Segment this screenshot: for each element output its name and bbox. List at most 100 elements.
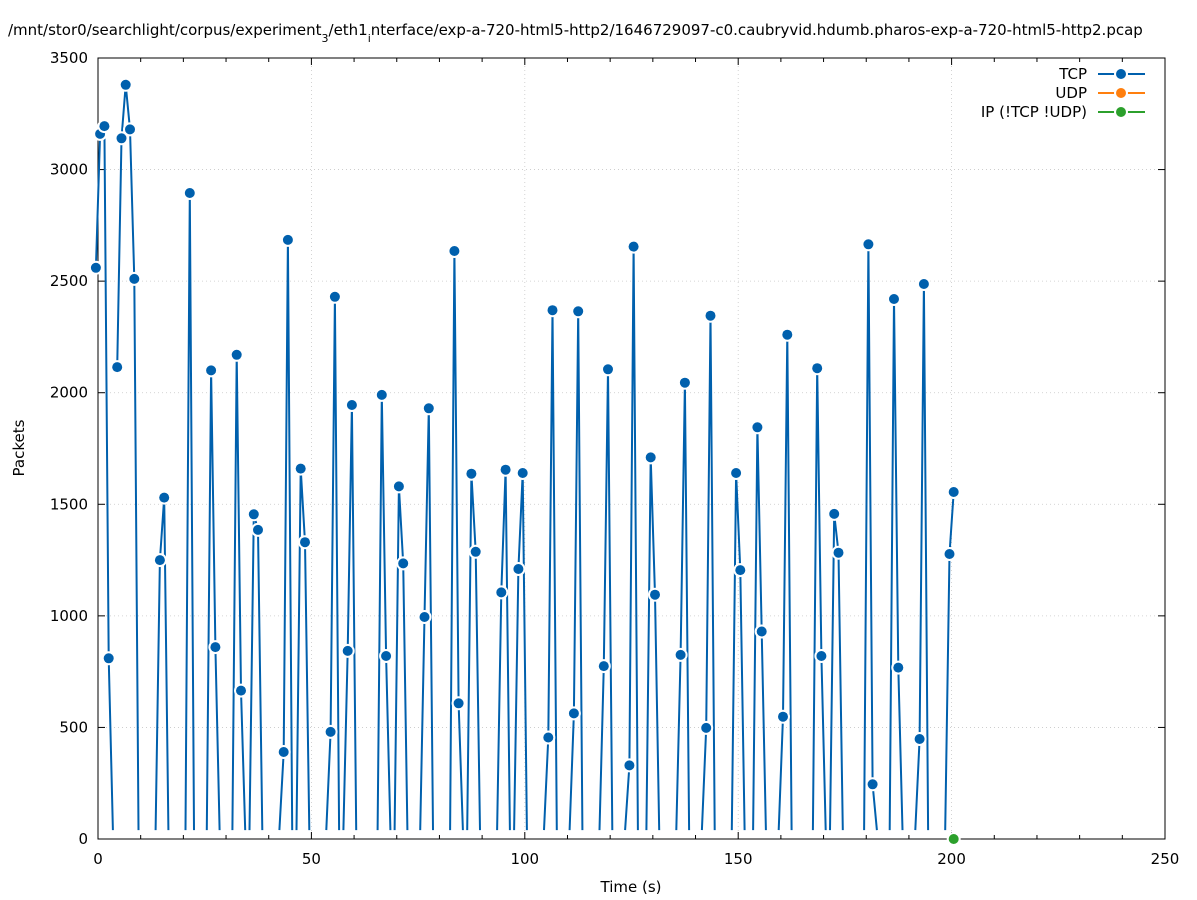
series-line <box>154 496 170 831</box>
series-line <box>116 83 140 831</box>
data-point <box>206 365 217 376</box>
legend-label: TCP <box>1058 65 1087 83</box>
x-tick-label: 50 <box>302 850 321 868</box>
data-point <box>752 422 763 433</box>
legend-marker <box>1116 107 1126 117</box>
data-point <box>705 310 716 321</box>
data-point <box>125 124 135 135</box>
x-tick-label: 150 <box>724 850 753 868</box>
series-line <box>645 456 661 831</box>
data-point <box>756 626 767 637</box>
series-line <box>248 513 264 831</box>
series-line <box>325 295 341 831</box>
data-point <box>116 133 127 144</box>
data-point <box>99 121 110 132</box>
data-point <box>573 306 584 317</box>
data-point <box>453 698 464 709</box>
x-axis-label: Time (s) <box>600 878 662 896</box>
data-point <box>948 487 959 497</box>
legend-label: UDP <box>1055 84 1087 102</box>
data-point <box>120 79 131 90</box>
series-line <box>863 243 878 831</box>
data-point <box>159 492 170 503</box>
data-point <box>90 262 101 273</box>
data-point <box>547 305 558 316</box>
data-point <box>863 239 874 250</box>
legend-label: IP (!TCP !UDP) <box>981 103 1087 121</box>
legend-marker <box>1116 88 1126 98</box>
data-point <box>295 463 306 474</box>
legend-entry: TCP <box>1058 65 1145 83</box>
y-tick-label: 2500 <box>50 272 88 290</box>
data-point <box>500 464 511 475</box>
series-0 <box>88 77 961 831</box>
series-line <box>811 367 827 831</box>
title-sub-2: i <box>368 32 371 45</box>
data-point <box>650 589 660 600</box>
legend-marker <box>1116 69 1126 79</box>
plot-border <box>97 57 1166 840</box>
data-point <box>236 685 246 696</box>
data-point <box>381 651 392 661</box>
data-point <box>944 549 955 559</box>
data-point <box>816 651 827 661</box>
x-tick-label: 250 <box>1151 850 1180 868</box>
x-tick-label: 100 <box>510 850 539 868</box>
data-point <box>393 481 404 492</box>
title-sub-1: 3 <box>322 32 329 45</box>
legend-entry: IP (!TCP !UDP) <box>981 103 1145 121</box>
data-point <box>867 779 878 790</box>
x-tick-label: 200 <box>937 850 966 868</box>
data-point <box>449 246 460 256</box>
series-line <box>295 467 311 831</box>
title-part-c: nterface/exp-a-720-html5-http2/164672909… <box>371 21 1143 39</box>
y-tick-label: 3000 <box>50 161 88 179</box>
series-line <box>675 381 691 831</box>
axis-ticks: 0 50 100 150 200 2500500100015002000250030003… <box>50 49 1180 868</box>
series-layer <box>88 77 961 846</box>
data-point <box>184 188 195 198</box>
data-point <box>103 653 114 664</box>
data-point <box>329 291 340 302</box>
series-line <box>730 472 746 831</box>
series-line <box>466 472 481 831</box>
series-line <box>888 298 904 831</box>
data-point <box>543 732 554 743</box>
data-point <box>231 349 242 360</box>
series-line <box>752 426 767 831</box>
data-point <box>154 555 165 566</box>
data-point <box>603 364 613 375</box>
series-line <box>449 250 464 831</box>
data-point <box>346 400 357 410</box>
series-line <box>393 485 409 831</box>
data-point <box>398 558 409 569</box>
data-point <box>513 564 524 574</box>
data-point <box>248 509 259 520</box>
data-point <box>889 294 899 304</box>
series-line <box>777 333 793 831</box>
series-line <box>914 283 930 831</box>
data-point <box>470 546 481 557</box>
series-line <box>829 512 844 831</box>
data-point <box>129 273 140 284</box>
y-tick-label: 1000 <box>50 607 88 625</box>
title-part-a: /mnt/stor0/searchlight/corpus/experiment <box>8 21 322 39</box>
data-point <box>112 362 123 373</box>
data-point <box>914 734 925 744</box>
y-tick-label: 3500 <box>50 49 88 67</box>
data-point <box>675 649 686 660</box>
series-line <box>513 472 528 831</box>
data-point <box>701 722 712 733</box>
chart-title: /mnt/stor0/searchlight/corpus/experiment… <box>8 21 1143 45</box>
data-point <box>517 468 528 478</box>
series-line <box>700 314 716 831</box>
data-point <box>466 468 477 479</box>
data-point <box>210 642 221 653</box>
data-point <box>893 662 904 673</box>
y-tick-label: 2000 <box>50 384 88 402</box>
series-line <box>944 491 955 831</box>
series-line <box>184 192 195 831</box>
data-point <box>282 234 293 245</box>
series-line <box>598 368 614 831</box>
